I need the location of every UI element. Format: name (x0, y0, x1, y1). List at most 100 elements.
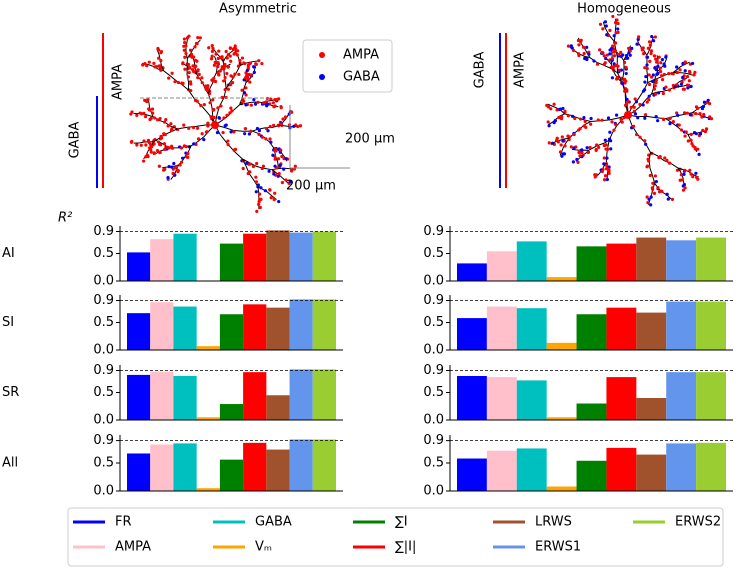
bar (486, 450, 517, 491)
synapse-dot (620, 81, 625, 86)
synapse-dot (229, 130, 233, 134)
bar (666, 240, 697, 281)
synapse-dot (257, 59, 261, 63)
synapse-dot (626, 100, 630, 104)
synapse-dot (298, 124, 303, 128)
synapse-dot (165, 145, 170, 149)
column-title: Asymmetric (219, 2, 297, 17)
y-tick-label: 0.0 (423, 343, 444, 358)
synapse-dot (271, 153, 275, 157)
y-tick-label: 0.0 (423, 484, 444, 499)
synapse-dot (278, 163, 282, 168)
synapse-dot (257, 200, 261, 204)
synapse-dot (698, 112, 702, 116)
synapse-dot (601, 27, 605, 31)
synapse-dot (602, 156, 606, 160)
synapse-dot (164, 117, 168, 122)
bar (696, 237, 726, 281)
synapse-dot (701, 104, 706, 109)
y-tick-label: 0.5 (93, 385, 114, 400)
synapse-dot (629, 105, 633, 109)
synapse-dot (604, 163, 609, 168)
synapse-dot (279, 148, 283, 152)
bar (266, 307, 290, 350)
synapse-dot (232, 148, 236, 152)
synapse-dot (272, 105, 276, 109)
bar (127, 313, 151, 350)
bar (173, 233, 197, 281)
synapse-dot (196, 126, 200, 130)
synapse-dot (215, 130, 220, 135)
synapse-dot (626, 56, 630, 60)
synapse-dot (585, 146, 589, 150)
bar (636, 454, 667, 491)
bar (576, 403, 607, 420)
synapse-dot (142, 111, 146, 116)
synapse-dot (296, 124, 300, 129)
synapse-dot (211, 98, 215, 102)
synapse-dot (269, 140, 273, 144)
synapse-dot (210, 115, 215, 119)
synapse-dot (624, 71, 628, 76)
bar (173, 443, 197, 491)
synapse-dot (608, 130, 612, 134)
synapse-dot (610, 76, 615, 80)
synapse-dot (693, 147, 697, 151)
synapse-dot (604, 167, 609, 171)
synapse-dot (654, 179, 658, 184)
synapse-dot (667, 161, 672, 165)
synapse-dot (578, 117, 583, 121)
dendrite (656, 58, 668, 73)
synapse-dot (628, 49, 632, 53)
synapse-dot (243, 127, 248, 131)
bar (150, 371, 174, 420)
synapse-dot (647, 73, 651, 77)
synapse-dot (156, 48, 161, 52)
synapse-dot (135, 113, 139, 117)
synapse-dot (597, 145, 601, 150)
synapse-dot (549, 107, 553, 111)
synapse-dot (208, 101, 212, 105)
synapse-dot (649, 49, 654, 53)
synapse-dot (648, 173, 652, 178)
synapse-dot (645, 195, 649, 199)
synapse-dot (269, 97, 273, 101)
synapse-dot (647, 94, 651, 98)
dendrite (153, 138, 169, 149)
synapse-dot (276, 174, 280, 178)
synapse-dot (675, 168, 680, 172)
synapse-dot (186, 155, 190, 159)
synapse-dot (576, 160, 580, 164)
synapse-dot (600, 50, 604, 55)
synapse-dot (163, 120, 167, 124)
synapse-dot (174, 164, 179, 169)
synapse-dot (657, 91, 661, 95)
synapse-dot (573, 116, 577, 121)
synapse-dot (216, 60, 220, 65)
synapse-dot (171, 171, 175, 176)
synapse-dot (230, 80, 235, 85)
synapse-dot (609, 147, 613, 151)
synapse-dot (683, 134, 687, 138)
synapse-dot (169, 128, 174, 132)
synapse-dot (230, 109, 234, 113)
synapse-dot (686, 86, 690, 90)
synapse-dot (254, 175, 258, 179)
ampa-label: AMPA (513, 52, 528, 88)
synapse-dot (272, 197, 276, 202)
synapse-legend-dot (319, 52, 325, 58)
legend-label: ERWS2 (675, 515, 721, 530)
dendrite (242, 158, 273, 171)
synapse-dot (610, 46, 614, 51)
synapse-dot (583, 56, 587, 61)
synapse-dot (571, 114, 575, 118)
synapse-dot (592, 59, 596, 63)
synapse-dot (162, 168, 166, 172)
synapse-dot (226, 143, 230, 147)
y-tick-label: 0.9 (93, 224, 114, 239)
synapse-dot (563, 109, 567, 113)
synapse-dot (614, 123, 618, 127)
bar (606, 377, 637, 420)
synapse-dot (703, 129, 707, 134)
synapse-dot (638, 135, 642, 139)
